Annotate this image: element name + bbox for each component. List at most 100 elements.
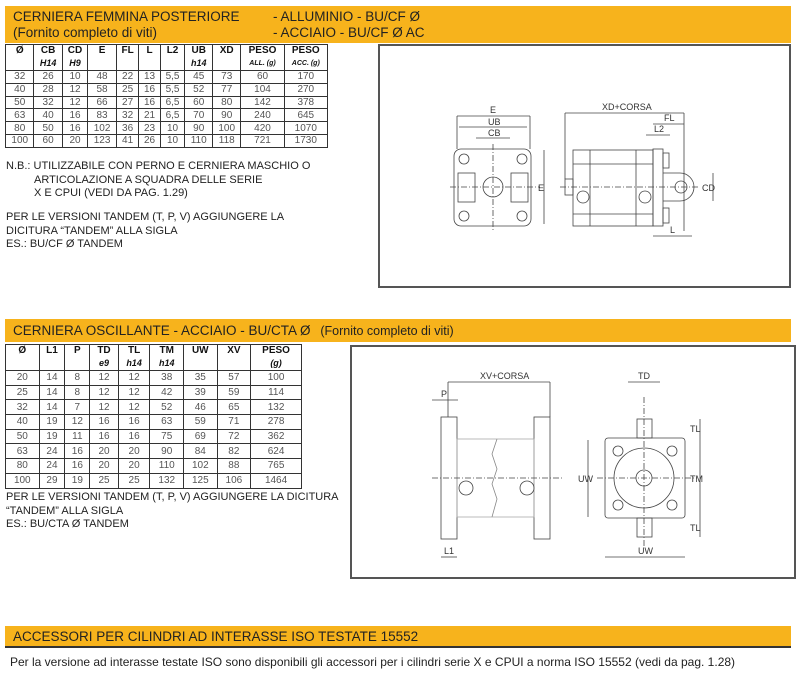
dim-uw-bottom: UW — [638, 546, 653, 556]
table-cell: 50 — [4, 95, 35, 110]
table-cell: 90 — [149, 443, 185, 460]
table-cell: 100 — [4, 133, 35, 148]
table-cell: 50 — [33, 121, 63, 135]
table-cell: 80 — [4, 121, 35, 135]
table-cell: 25 — [117, 472, 151, 489]
table-cell: 20 — [5, 370, 40, 386]
column-subheader: (g) — [250, 357, 302, 371]
table-cell: 1070 — [283, 121, 329, 135]
table-cell: 20 — [89, 458, 119, 474]
section2-table: Ø L1 P TD TL TM UW XV PESO e9 h14 h14 (g) 20 14 8 12 12 38… — [5, 344, 302, 489]
table-cell: 48 — [87, 70, 117, 84]
note-line: N.B.: UTILIZZABILE CON PERNO E CERNIERA … — [6, 160, 311, 172]
table-cell: 75 — [149, 428, 185, 445]
table-cell: 16 — [117, 428, 151, 445]
table-cell: 14 — [38, 370, 66, 386]
table-cell: 110 — [149, 458, 185, 474]
table-cell: 100 — [250, 370, 302, 386]
table-cell: 624 — [250, 443, 302, 460]
column-subheader — [4, 57, 35, 71]
section3-text: Per la versione ad interasse testate ISO… — [10, 655, 736, 669]
table-cell: 46 — [183, 399, 218, 416]
table-cell: 110 — [184, 133, 213, 148]
table-cell: 270 — [283, 82, 329, 97]
table-cell: 20 — [89, 443, 119, 460]
table-cell: 77 — [211, 82, 242, 97]
table-row: 100 60 20 123 41 26 10 110 118 721 1730 — [4, 133, 329, 148]
table-cell: 114 — [250, 384, 302, 401]
column-subheader — [115, 57, 140, 71]
table-cell: 20 — [117, 458, 151, 474]
table-cell: 10 — [61, 70, 89, 84]
column-header: UB — [184, 44, 213, 58]
section3-header: ACCESSORI PER CILINDRI AD INTERASSE ISO … — [5, 626, 791, 648]
table-cell: 25 — [115, 82, 140, 97]
section2-drawing: XV+CORSA P L1 TD UW TM TL TL UW — [350, 345, 796, 579]
table-cell: 132 — [250, 399, 302, 416]
table-cell: 16 — [61, 108, 89, 123]
section2-title: CERNIERA OSCILLANTE - ACCIAIO - BU/CTA Ø — [13, 323, 311, 338]
dim-l1: L1 — [444, 546, 454, 556]
table-cell: 50 — [5, 428, 40, 445]
dim-l: L — [670, 225, 675, 235]
note-line: “TANDEM” ALLA SIGLA — [6, 504, 124, 517]
table-cell: 12 — [89, 370, 119, 386]
table-cell: 16 — [89, 428, 119, 445]
column-header: TD — [89, 344, 119, 358]
table-cell: 420 — [240, 121, 285, 135]
dim-xd: XD+CORSA — [602, 102, 652, 112]
section1-table: Ø CB CD E FL L L2 UB XD PESO PESO H14 H9 h14 ALL. (g) A… — [4, 44, 329, 148]
table-cell: 70 — [184, 108, 213, 123]
section1-tandem-note: PER LE VERSIONI TANDEM (T, P, V) AGGIUNG… — [6, 211, 284, 252]
table-cell: 60 — [184, 95, 213, 110]
note-line: ES.: BU/CF Ø TANDEM — [6, 238, 123, 250]
table-cell: 32 — [5, 399, 40, 416]
table-row: 40 19 12 16 16 63 59 71 278 — [5, 414, 302, 430]
table-cell: 11 — [64, 428, 91, 445]
table-cell: 36 — [115, 121, 140, 135]
table-cell: 90 — [211, 108, 242, 123]
dim-p: P — [441, 389, 447, 399]
note-line: X E CPUI (VEDI DA PAG. 1.29) — [34, 187, 188, 199]
table-row: 50 32 12 66 27 16 6,5 60 80 142 378 — [4, 95, 329, 110]
dim-tl-top: TL — [690, 424, 701, 434]
table-cell: 278 — [250, 414, 302, 430]
column-subheader — [64, 357, 91, 371]
column-header: TL — [117, 344, 151, 358]
table-cell: 83 — [87, 108, 117, 123]
column-header: FL — [115, 44, 140, 58]
dim-e: E — [490, 105, 496, 115]
table-cell: 63 — [4, 108, 35, 123]
table-row: 63 40 16 83 32 21 6,5 70 90 240 645 — [4, 108, 329, 123]
table-cell: 12 — [61, 95, 89, 110]
table-cell: 39 — [183, 384, 218, 401]
dim-e-side: E — [538, 183, 544, 193]
note-line: ES.: BU/CTA Ø TANDEM — [6, 518, 129, 530]
table-cell: 10 — [159, 133, 186, 148]
column-header: Ø — [4, 44, 35, 58]
table-row: 25 14 8 12 12 42 39 59 114 — [5, 384, 302, 401]
table-cell: 19 — [38, 428, 66, 445]
table-cell: 12 — [117, 399, 151, 416]
dim-uw-side: UW — [578, 474, 593, 484]
table-cell: 100 — [211, 121, 242, 135]
table-cell: 66 — [87, 95, 117, 110]
table-cell: 19 — [38, 414, 66, 430]
table-cell: 80 — [5, 458, 40, 474]
table-cell: 12 — [89, 384, 119, 401]
table-cell: 7 — [64, 399, 91, 416]
table-cell: 721 — [240, 133, 285, 148]
table-row: 20 14 8 12 12 38 35 57 100 — [5, 370, 302, 386]
table-cell: 106 — [216, 472, 252, 489]
table-cell: 12 — [61, 82, 89, 97]
column-subheader — [159, 57, 186, 71]
dim-tm: TM — [690, 474, 703, 484]
column-subheader — [38, 357, 66, 371]
table-row: 100 29 19 25 25 132 125 106 1464 — [5, 472, 302, 489]
section1-note: N.B.: UTILIZZABILE CON PERNO E CERNIERA … — [6, 160, 310, 201]
table-cell: 645 — [283, 108, 329, 123]
column-header: XD — [211, 44, 242, 58]
column-subheader — [211, 57, 242, 71]
table-cell: 32 — [4, 70, 35, 84]
table-cell: 118 — [211, 133, 242, 148]
